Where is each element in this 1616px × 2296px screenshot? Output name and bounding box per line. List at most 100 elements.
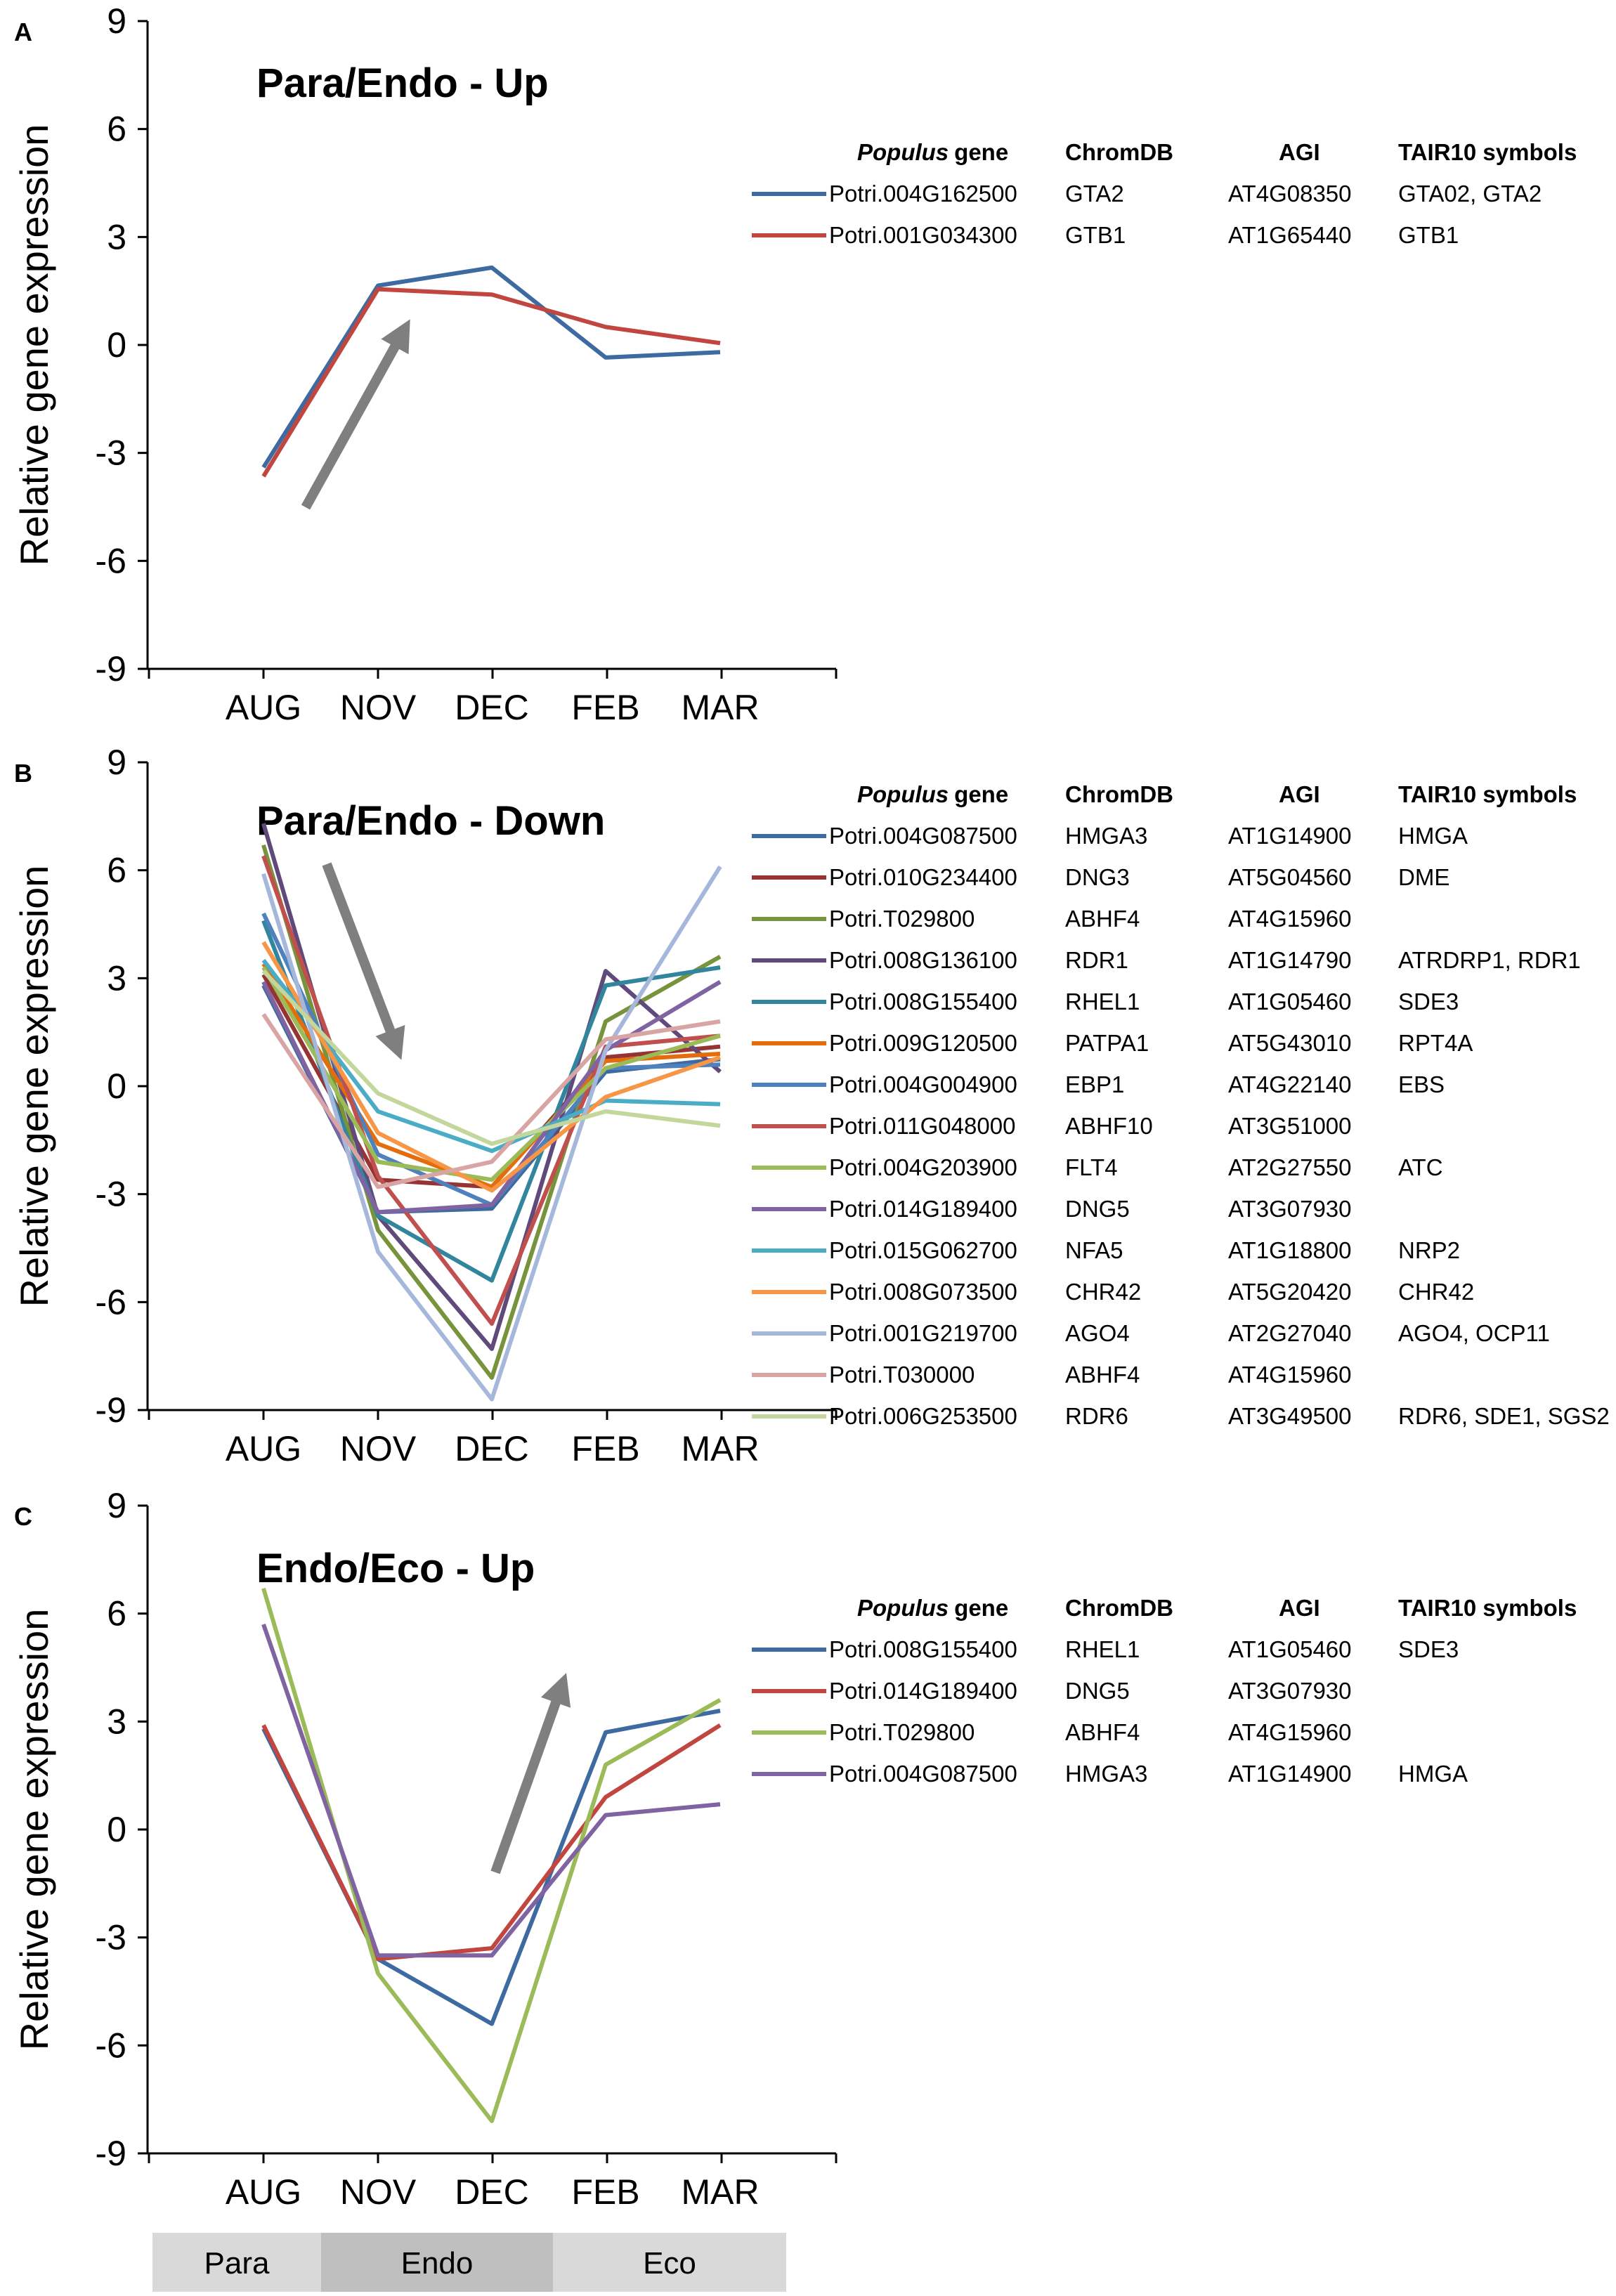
x-tick-label: FEB xyxy=(571,1429,639,1468)
legend-chromdb: NFA5 xyxy=(1065,1237,1123,1263)
legend-gene: Potri.004G162500 xyxy=(829,181,1017,207)
y-tick-label: -9 xyxy=(96,1390,126,1430)
legend-row: Potri.T029800 ABHF4 AT4G15960 xyxy=(752,1719,1352,1745)
legend-tair: CHR42 xyxy=(1398,1279,1474,1305)
legend-gene: Potri.T029800 xyxy=(829,1719,975,1745)
panel-title: Para/Endo - Down xyxy=(256,798,605,844)
legend-chromdb: RHEL1 xyxy=(1065,1636,1140,1662)
legend-row: Potri.006G253500 RDR6 AT3G49500 RDR6, SDE1,… xyxy=(752,1403,1610,1429)
series-line xyxy=(261,1587,722,2123)
legend-row: Potri.T029800 ABHF4 AT4G15960 xyxy=(752,906,1352,932)
series-line xyxy=(261,1624,721,1958)
legend-agi: AT1G18800 xyxy=(1228,1237,1352,1263)
y-tick-label: 9 xyxy=(107,743,126,782)
legend-agi: AT3G07930 xyxy=(1228,1196,1352,1222)
legend-tair: GTA02, GTA2 xyxy=(1398,181,1542,207)
legend-agi: AT5G43010 xyxy=(1228,1030,1352,1056)
legend-header-gene: Populus gene xyxy=(857,1595,1008,1621)
legend-header-tair: TAIR10 symbols xyxy=(1398,781,1577,807)
legend-gene: Potri.014G189400 xyxy=(829,1678,1017,1704)
legend-agi: AT4G22140 xyxy=(1228,1071,1352,1097)
panel-c: C 9 6 3 0 -3 -6 -9 AUG NOV DEC FEB MAR Relative gene … xyxy=(12,1486,1577,2212)
x-tick-label: AUG xyxy=(226,1429,301,1468)
legend-row: Potri.014G189400 DNG5 AT3G07930 xyxy=(752,1678,1352,1704)
legend-header-chromdb: ChromDB xyxy=(1065,139,1173,165)
stage-bar: Para Endo Eco xyxy=(152,2233,786,2292)
series-line xyxy=(261,966,721,1182)
legend-row: Potri.015G062700 NFA5 AT1G18800 NRP2 xyxy=(752,1237,1460,1263)
x-tick-label: AUG xyxy=(226,2172,301,2212)
legend-chromdb: EBP1 xyxy=(1065,1071,1124,1097)
panel-title: Para/Endo - Up xyxy=(256,60,549,106)
y-tick-label: -3 xyxy=(96,1918,126,1957)
legend-gene: Potri.008G136100 xyxy=(829,947,1017,973)
y-axis-label: Relative gene expression xyxy=(12,866,56,1307)
x-tick-label: MAR xyxy=(681,688,759,727)
stage-label: Endo xyxy=(401,2246,474,2281)
legend-gene: Potri.008G073500 xyxy=(829,1279,1017,1305)
legend-chromdb: CHR42 xyxy=(1065,1279,1141,1305)
legend-agi: AT4G15960 xyxy=(1228,1719,1352,1745)
legend-agi: AT2G27040 xyxy=(1228,1320,1352,1346)
legend-chromdb: HMGA3 xyxy=(1065,823,1147,849)
legend-agi: AT3G07930 xyxy=(1228,1678,1352,1704)
legend-row: Potri.008G073500 CHR42 AT5G20420 CHR42 xyxy=(752,1279,1474,1305)
legend-gene: Potri.004G087500 xyxy=(829,1761,1017,1787)
legend-row: Potri.008G155400 RHEL1 AT1G05460 SDE3 xyxy=(752,989,1459,1015)
x-tick-label: NOV xyxy=(340,1429,417,1468)
y-axis-label: Relative gene expression xyxy=(12,124,56,566)
trend-arrow xyxy=(322,862,405,1060)
panel-letter: C xyxy=(14,1502,32,1531)
legend-tair: EBS xyxy=(1398,1071,1445,1097)
stage-label: Eco xyxy=(643,2246,696,2281)
legend-gene: Potri.008G155400 xyxy=(829,1636,1017,1662)
legend-tair: SDE3 xyxy=(1398,1636,1459,1662)
legend-row: Potri.004G004900 EBP1 AT4G22140 EBS xyxy=(752,1071,1445,1097)
legend-row: Potri.004G087500 HMGA3 AT1G14900 HMGA xyxy=(752,1761,1468,1787)
y-tick-label: 3 xyxy=(107,958,126,998)
y-tick-label: -9 xyxy=(96,2134,126,2173)
y-axis-label: Relative gene expression xyxy=(12,1609,56,2051)
legend-agi: AT1G65440 xyxy=(1228,222,1352,248)
legend-chromdb: ABHF4 xyxy=(1065,1719,1140,1745)
series-line xyxy=(261,941,721,1193)
x-tick-label: DEC xyxy=(455,2172,529,2212)
y-tick-label: 9 xyxy=(107,1,126,41)
series-line xyxy=(261,844,722,1380)
legend-header-agi: AGI xyxy=(1279,139,1320,165)
y-tick-label: -6 xyxy=(96,541,126,580)
legend-header-gene: Populus gene xyxy=(857,781,1008,807)
legend-chromdb: RDR1 xyxy=(1065,947,1128,973)
legend-chromdb: RHEL1 xyxy=(1065,989,1140,1015)
legend-agi: AT1G14900 xyxy=(1228,823,1352,849)
legend-tair: HMGA xyxy=(1398,823,1468,849)
panel-a: A 9 6 3 0 -3 -6 -9 AUG NOV DEC FEB MAR Relative gene … xyxy=(12,1,1577,727)
series-line xyxy=(261,979,722,1215)
legend-gene: Potri.001G034300 xyxy=(829,222,1017,248)
legend-header-chromdb: ChromDB xyxy=(1065,781,1173,807)
legend-chromdb: ABHF10 xyxy=(1065,1113,1153,1139)
legend-tair: RPT4A xyxy=(1398,1030,1473,1056)
y-tick-label: -6 xyxy=(96,1282,126,1322)
legend-chromdb: FLT4 xyxy=(1065,1154,1118,1180)
series-line xyxy=(261,287,721,478)
legend-agi: AT3G51000 xyxy=(1228,1113,1352,1139)
series-line xyxy=(261,1723,722,1962)
legend-header-gene: Populus gene xyxy=(857,139,1008,165)
legend-chromdb: HMGA3 xyxy=(1065,1761,1147,1787)
legend-tair: SDE3 xyxy=(1398,989,1459,1015)
y-tick-label: 0 xyxy=(107,1067,126,1106)
legend-tair: ATC xyxy=(1398,1154,1443,1180)
y-tick-label: -9 xyxy=(96,649,126,689)
stage-label: Para xyxy=(204,2246,270,2281)
legend-agi: AT2G27550 xyxy=(1228,1154,1352,1180)
legend-row: Potri.004G162500 GTA2 AT4G08350 GTA02, GTA2 xyxy=(752,181,1542,207)
trend-arrow xyxy=(490,1673,571,1874)
legend-gene: Potri.015G062700 xyxy=(829,1237,1017,1263)
stage-box-para xyxy=(152,2233,321,2292)
series-line xyxy=(261,970,721,1146)
legend-header-agi: AGI xyxy=(1279,1595,1320,1621)
legend-gene: Potri.014G189400 xyxy=(829,1196,1017,1222)
legend-agi: AT5G04560 xyxy=(1228,864,1352,890)
legend-gene: Potri.009G120500 xyxy=(829,1030,1017,1056)
